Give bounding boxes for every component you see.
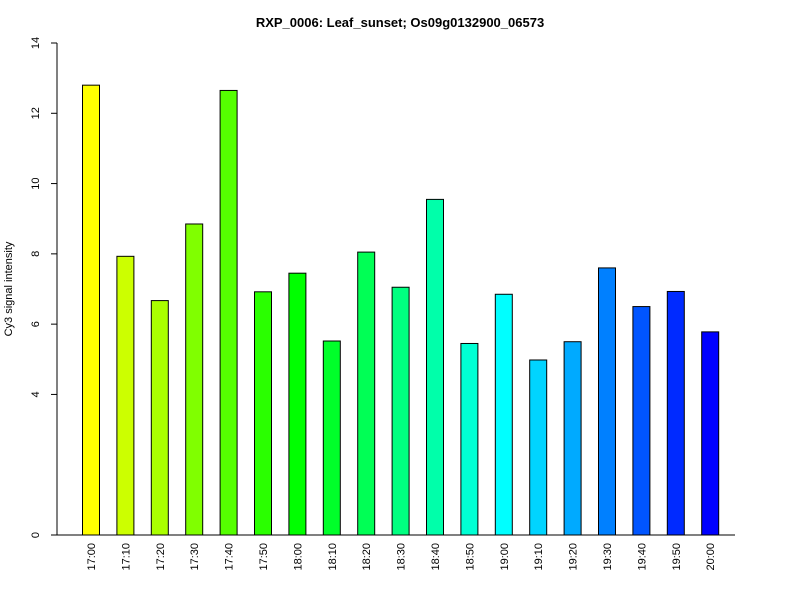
bar-1910 (529, 359, 548, 536)
x-tick-label: 17:20 (155, 543, 167, 571)
chart-title: RXP_0006: Leaf_sunset; Os09g0132900_0657… (256, 15, 544, 30)
x-tick-label: 19:00 (499, 543, 511, 571)
bar-1720 (150, 300, 169, 536)
bar-1950 (666, 290, 685, 536)
bar-1740 (219, 89, 238, 536)
bar-2000 (701, 331, 720, 536)
x-tick-label: 17:00 (86, 543, 98, 571)
x-tick-label: 19:40 (636, 543, 648, 571)
x-tick-label: 18:00 (292, 543, 304, 571)
bar-1930 (598, 267, 616, 536)
bar-1840 (426, 198, 444, 536)
x-tick-label: 18:30 (396, 543, 408, 571)
y-ticks-group: 0 4 6 8 10 12 14 (30, 37, 57, 538)
x-tick-label: 18:40 (430, 543, 442, 571)
y-tick-label: 8 (30, 251, 42, 257)
bar-1800 (288, 272, 307, 536)
x-ticks-group: 17:00 17:10 17:20 17:30 17:40 17:50 18:00 18:10… (86, 543, 717, 571)
bar-1940 (632, 306, 651, 536)
bar-1810 (322, 340, 341, 536)
bar-1830 (391, 286, 410, 536)
x-tick-label: 17:10 (120, 543, 132, 571)
bar-1850 (460, 342, 479, 536)
x-tick-label: 19:20 (568, 543, 580, 571)
bar-1820 (357, 251, 376, 536)
bar-1730 (185, 223, 204, 536)
x-tick-label: 19:30 (602, 543, 614, 571)
bar-1900 (494, 293, 513, 536)
bar-1700 (82, 84, 100, 536)
x-tick-label: 19:50 (671, 543, 683, 571)
x-tick-label: 17:30 (189, 543, 201, 571)
x-tick-label: 18:10 (327, 543, 339, 571)
y-tick-label: 0 (30, 532, 42, 538)
x-tick-label: 18:50 (464, 543, 476, 571)
y-tick-label: 12 (30, 107, 42, 119)
x-tick-label: 20:00 (705, 543, 717, 571)
bar-1920 (563, 341, 582, 536)
bar-1710 (116, 255, 135, 536)
x-tick-label: 18:20 (361, 543, 373, 571)
x-tick-label: 17:40 (224, 543, 236, 571)
x-tick-label: 19:10 (533, 543, 545, 571)
bar-1750 (254, 291, 272, 536)
y-axis-label: Cy3 signal intensity (3, 241, 15, 336)
x-tick-label: 17:50 (258, 543, 270, 571)
y-tick-label: 4 (30, 391, 42, 397)
y-tick-label: 10 (30, 177, 42, 189)
y-tick-label: 14 (30, 37, 42, 49)
y-tick-label: 6 (30, 321, 42, 327)
bars-group (82, 84, 720, 536)
